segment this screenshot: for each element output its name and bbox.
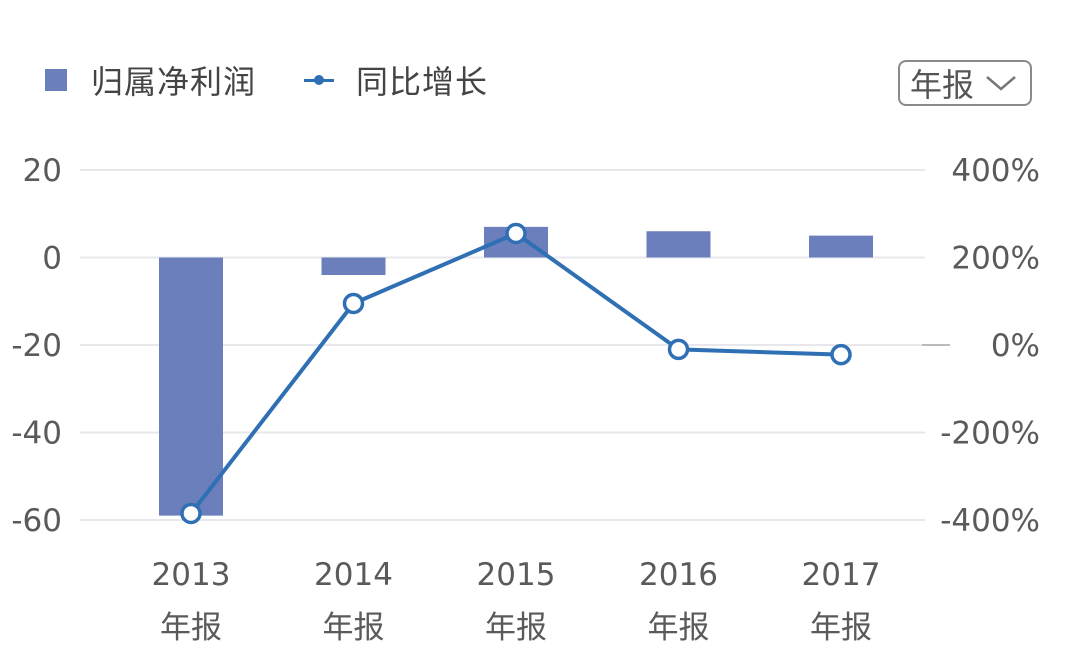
line-point (180, 502, 202, 525)
line-point (342, 292, 365, 315)
left-axis-tick-label: -40 (11, 416, 62, 452)
right-axis-tick-label: -400% (940, 503, 1040, 539)
bar-swatch-icon (45, 69, 67, 91)
x-axis-tick-sublabel: 年报 (648, 610, 710, 646)
series-line (189, 231, 842, 515)
bar (809, 235, 873, 258)
x-axis-tick-label: 2016 (639, 557, 718, 593)
legend-item-net-profit: 归属净利润 (45, 57, 256, 103)
legend-label-yoy-growth: 同比增长 (356, 63, 489, 101)
legend-label-net-profit: 归属净利润 (91, 63, 257, 101)
bar (321, 257, 386, 275)
left-axis-tick-label: -60 (11, 503, 62, 539)
chart-legend: 归属净利润 同比增长 (45, 52, 536, 108)
chevron-down-icon (986, 76, 1016, 91)
right-axis-tick-label: 400% (951, 153, 1040, 189)
x-axis-tick-label: 2017 (802, 557, 881, 593)
left-axis-tick-label: 0 (42, 241, 62, 277)
left-axis-tick-label: -20 (11, 328, 62, 364)
x-axis-tick-sublabel: 年报 (810, 610, 872, 646)
x-axis-tick-sublabel: 年报 (485, 610, 547, 646)
x-axis-tick-label: 2013 (152, 557, 231, 593)
right-axis-tick-label: 0% (991, 328, 1040, 364)
left-axis-tick-label: 20 (23, 153, 62, 189)
line-point (505, 222, 527, 245)
x-axis-tick-sublabel: 年报 (323, 610, 385, 646)
bar (646, 231, 711, 258)
dropdown-selected-value: 年报 (910, 66, 975, 104)
right-axis-tick-label: 200% (951, 241, 1040, 277)
report-type-dropdown[interactable]: 年报 (898, 60, 1032, 106)
line-point (830, 343, 852, 366)
legend-item-yoy-growth: 同比增长 (304, 57, 488, 103)
x-axis-tick-sublabel: 年报 (160, 610, 222, 646)
line-point (667, 338, 690, 361)
bar (159, 257, 223, 516)
right-axis-tick-label: -200% (940, 416, 1040, 452)
line-marker-icon (304, 69, 335, 91)
x-axis-tick-label: 2015 (477, 557, 556, 593)
x-axis-tick-label: 2014 (314, 557, 393, 593)
